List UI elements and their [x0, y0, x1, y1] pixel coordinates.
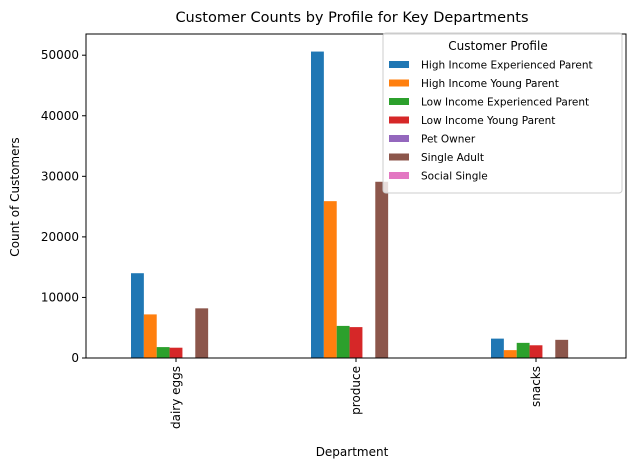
legend-frame	[382, 32, 623, 194]
y-tick-label: 0	[71, 351, 79, 365]
y-tick-label: 40000	[41, 109, 79, 123]
legend-swatch	[389, 135, 409, 142]
y-tick-label: 10000	[41, 290, 79, 304]
bar-1-produce	[311, 51, 324, 359]
bar-4-produce	[349, 327, 363, 358]
y-tick-label: 30000	[41, 169, 79, 183]
legend-entry-label: Low Income Experienced Parent	[421, 97, 589, 109]
legend-entry-label: Pet Owner	[421, 134, 476, 146]
bar-2-produce	[323, 201, 337, 358]
x-tick-label-dairy-eggs: dairy eggs	[169, 366, 183, 429]
y-tick-label: 50000	[41, 48, 79, 62]
legend-swatch	[389, 172, 409, 179]
legend-entry-label: Social Single	[421, 171, 488, 183]
bars-layer	[131, 51, 569, 359]
legend-swatch	[389, 61, 409, 68]
bar-3-dairy-eggs	[156, 347, 170, 358]
bar-3-snacks	[516, 342, 530, 358]
legend-entry-label: High Income Experienced Parent	[421, 60, 593, 72]
legend-swatch	[389, 116, 409, 124]
y-tick-label: 20000	[41, 230, 79, 244]
legend-swatch	[389, 98, 409, 105]
bar-6-snacks	[555, 339, 569, 358]
bar-3-produce	[336, 325, 350, 358]
chart-title: Customer Counts by Profile for Key Depar…	[175, 10, 528, 26]
bar-6-produce	[375, 181, 389, 358]
bar-1-snacks	[491, 338, 504, 358]
bar-2-dairy-eggs	[143, 314, 157, 358]
axes-layer: 0 10000 20000 30000 40000 50000 dairy eggs prod…	[41, 33, 627, 429]
y-axis-label: Count of Customers	[8, 137, 22, 256]
bar-4-snacks	[529, 345, 543, 358]
bar-2-snacks	[503, 350, 517, 358]
legend: Customer Profile High Income Experienced…	[382, 32, 623, 194]
x-axis-label: Department	[316, 445, 389, 459]
legend-swatch	[389, 153, 409, 161]
x-tick-label-produce: produce	[349, 366, 363, 415]
legend-entry-label: High Income Young Parent	[421, 78, 559, 90]
bar-6-dairy-eggs	[195, 308, 209, 358]
x-tick-label-snacks: snacks	[529, 366, 543, 407]
legend-entry-label: Single Adult	[421, 152, 484, 164]
legend-entry-label: Low Income Young Parent	[421, 115, 555, 127]
bar-1-dairy-eggs	[131, 273, 144, 358]
legend-title: Customer Profile	[448, 39, 547, 53]
bar-4-dairy-eggs	[169, 347, 183, 358]
legend-swatch	[389, 79, 409, 87]
